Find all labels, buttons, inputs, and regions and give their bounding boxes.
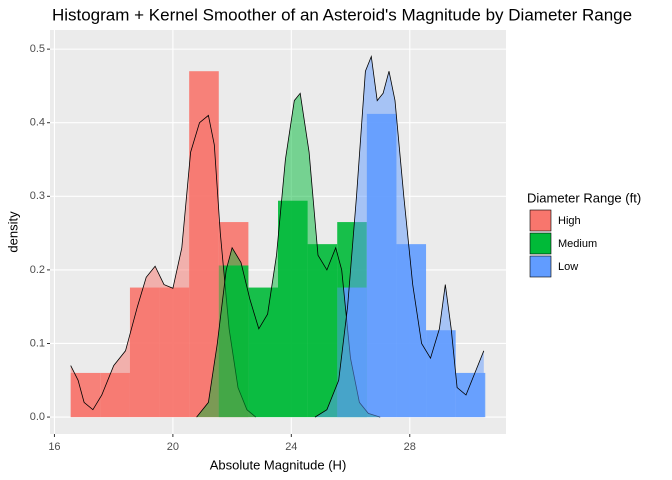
- x-tick-label: 20: [167, 441, 179, 453]
- density-area: [196, 93, 381, 418]
- y-tick-label: 0.0: [30, 411, 45, 423]
- y-tick-label: 0.1: [30, 337, 45, 349]
- density-line: [196, 92, 381, 418]
- legend-key: [529, 209, 552, 232]
- legend-label: Medium: [558, 238, 597, 250]
- legend-label: Low: [558, 261, 578, 273]
- y-axis-title: density: [5, 211, 20, 253]
- y-tick-label: 0.4: [30, 117, 45, 129]
- y-tick-label: 0.5: [30, 43, 45, 55]
- density-area: [70, 115, 256, 418]
- legend-title: Diameter Range (ft): [527, 190, 641, 205]
- chart-title: Histogram + Kernel Smoother of an Astero…: [52, 5, 632, 24]
- density-line: [314, 54, 485, 418]
- y-tick-label: 0.2: [30, 264, 45, 276]
- x-tick-label: 28: [404, 441, 416, 453]
- x-axis-title: Absolute Magnitude (H): [210, 457, 347, 472]
- legend-label: High: [558, 215, 581, 227]
- x-tick-label: 24: [285, 441, 297, 453]
- legend-key: [529, 232, 552, 255]
- y-tick-label: 0.3: [30, 190, 45, 202]
- density-area: [315, 56, 484, 418]
- x-tick-label: 16: [48, 441, 60, 453]
- legend-key: [529, 255, 552, 278]
